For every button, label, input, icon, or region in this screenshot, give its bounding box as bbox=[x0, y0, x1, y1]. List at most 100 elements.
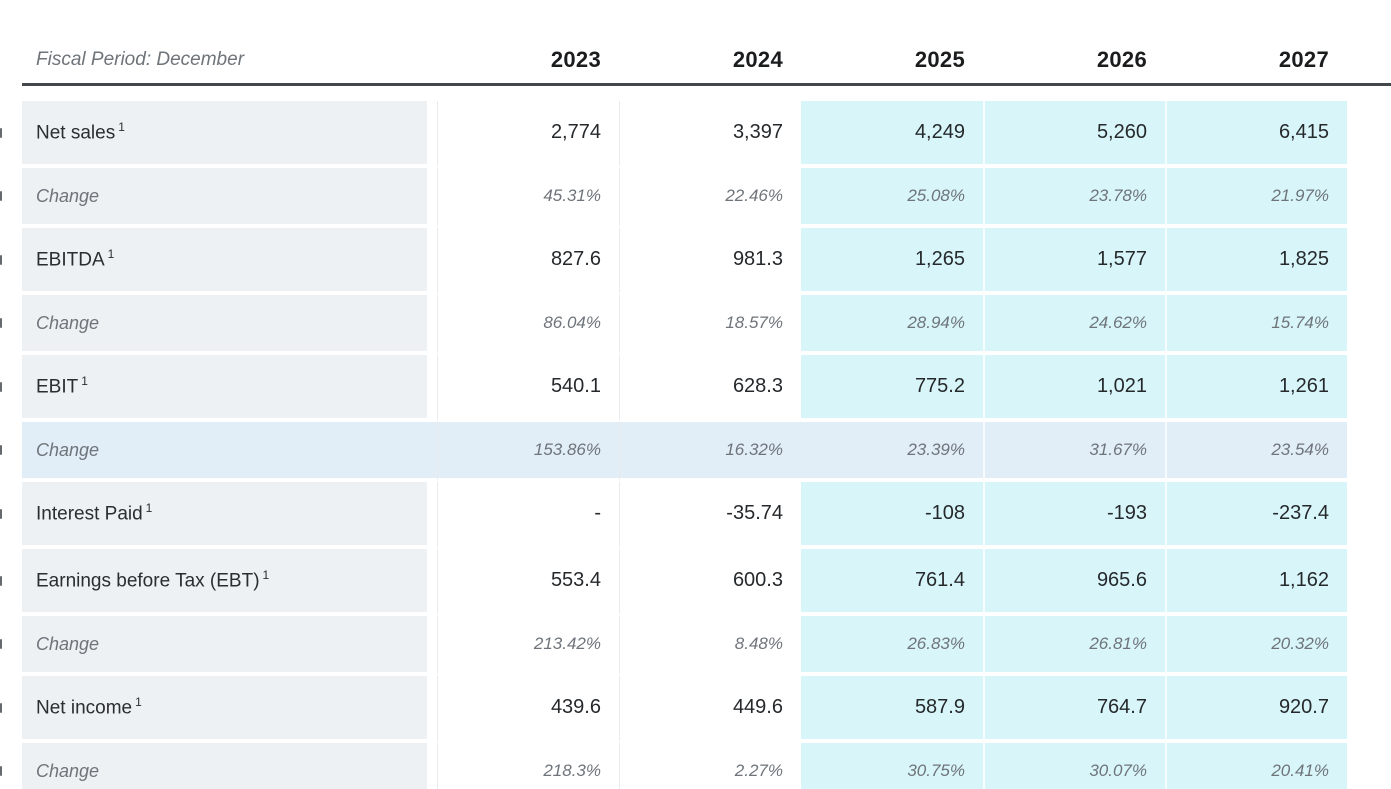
value-cell-2024: 16.32% bbox=[619, 422, 801, 482]
metric-row[interactable]: EBIT 1 540.1 628.3 775.2 1,021 1,261 bbox=[22, 355, 1347, 422]
value-cell-2026: 24.62% bbox=[983, 295, 1165, 355]
value-cell-2027: 20.41% bbox=[1165, 743, 1347, 789]
value-cell-2023: 45.31% bbox=[437, 168, 619, 228]
change-row[interactable]: Change 218.3% 2.27% 30.75% 30.07% 20.41% bbox=[22, 743, 1347, 789]
value-cell-2027: 15.74% bbox=[1165, 295, 1347, 355]
value-cell-2024: 8.48% bbox=[619, 616, 801, 676]
value-cell-2026: 965.6 bbox=[983, 549, 1165, 616]
value-cell-2023: 2,774 bbox=[437, 101, 619, 168]
value-cell-2025: 4,249 bbox=[801, 101, 983, 168]
change-row[interactable]: Change 86.04% 18.57% 28.94% 24.62% 15.74% bbox=[22, 295, 1347, 355]
value-cell-2026: 23.78% bbox=[983, 168, 1165, 228]
footnote-marker: 1 bbox=[135, 695, 142, 710]
year-header-2027: 2027 bbox=[1278, 46, 1329, 72]
table-body: Net sales 1 2,774 3,397 4,249 5,260 6,415 Chang… bbox=[22, 101, 1347, 789]
column-gap bbox=[427, 355, 437, 422]
metric-row[interactable]: EBITDA 1 827.6 981.3 1,265 1,577 1,825 bbox=[22, 228, 1347, 295]
value-cell-2025: 587.9 bbox=[801, 676, 983, 743]
year-header-2023: 2023 bbox=[550, 46, 601, 72]
value-cell-2027: 920.7 bbox=[1165, 676, 1347, 743]
value-cell-2025: 28.94% bbox=[801, 295, 983, 355]
row-label: Change bbox=[22, 743, 427, 789]
value-cell-2023: 439.6 bbox=[437, 676, 619, 743]
value-cell-2023: 827.6 bbox=[437, 228, 619, 295]
value-cell-2026: 30.07% bbox=[983, 743, 1165, 789]
metric-row[interactable]: Net income 1 439.6 449.6 587.9 764.7 920.7 bbox=[22, 676, 1347, 743]
footnote-marker: 1 bbox=[81, 374, 88, 389]
metric-row[interactable]: Net sales 1 2,774 3,397 4,249 5,260 6,415 bbox=[22, 101, 1347, 168]
change-row[interactable]: Change 45.31% 22.46% 25.08% 23.78% 21.97% bbox=[22, 168, 1347, 228]
value-cell-2026: 1,577 bbox=[983, 228, 1165, 295]
year-header-2024: 2024 bbox=[732, 46, 783, 72]
footnote-marker: 1 bbox=[118, 120, 125, 135]
value-cell-2027: 20.32% bbox=[1165, 616, 1347, 676]
clipped-edge-mark bbox=[0, 254, 2, 265]
value-cell-2025: 30.75% bbox=[801, 743, 983, 789]
clipped-edge-mark bbox=[0, 318, 2, 328]
metric-row[interactable]: Interest Paid 1- -35.74 -108 -193 -237.4 bbox=[22, 482, 1347, 549]
column-gap bbox=[427, 743, 437, 789]
financials-table: Fiscal Period: December 2023 2024 2025 2… bbox=[22, 0, 1347, 789]
value-cell-2024: 449.6 bbox=[619, 676, 801, 743]
clipped-edge-mark bbox=[0, 639, 2, 649]
header-row: Fiscal Period: December 2023 2024 2025 2… bbox=[22, 0, 1347, 101]
value-cell-2025: -108 bbox=[801, 482, 983, 549]
value-cell-2024: 981.3 bbox=[619, 228, 801, 295]
clipped-edge-mark bbox=[0, 445, 2, 455]
change-row[interactable]: Change 153.86% 16.32% 23.39% 31.67% 23.54% bbox=[22, 422, 1347, 482]
row-label: Change bbox=[22, 422, 427, 482]
row-label: Change bbox=[22, 295, 427, 355]
footnote-marker: 1 bbox=[262, 568, 270, 583]
value-cell-2027: 23.54% bbox=[1165, 422, 1347, 482]
value-cell-2023: 213.42% bbox=[437, 616, 619, 676]
footnote-marker: 1 bbox=[107, 247, 115, 262]
fiscal-period-label: Fiscal Period: December bbox=[36, 48, 245, 70]
value-cell-2026: 5,260 bbox=[983, 101, 1165, 168]
value-cell-2023: 86.04% bbox=[437, 295, 619, 355]
column-gap bbox=[427, 422, 437, 482]
column-gap bbox=[427, 168, 437, 228]
value-cell-2027: 1,261 bbox=[1165, 355, 1347, 422]
value-cell-2024: 628.3 bbox=[619, 355, 801, 422]
clipped-edge-mark bbox=[0, 508, 2, 519]
value-cell-2024: -35.74 bbox=[619, 482, 801, 549]
value-cell-2023: 153.86% bbox=[437, 422, 619, 482]
value-cell-2023: 218.3% bbox=[437, 743, 619, 789]
value-cell-2026: 31.67% bbox=[983, 422, 1165, 482]
row-label: Earnings before Tax (EBT) 1 bbox=[22, 549, 427, 616]
row-label: EBITDA 1 bbox=[22, 228, 427, 295]
value-cell-2027: 21.97% bbox=[1165, 168, 1347, 228]
value-cell-2025: 761.4 bbox=[801, 549, 983, 616]
value-cell-2024: 3,397 bbox=[619, 101, 801, 168]
value-cell-2023: - bbox=[437, 482, 619, 549]
row-label: Change bbox=[22, 168, 427, 228]
value-cell-2023: 540.1 bbox=[437, 355, 619, 422]
year-header-2025: 2025 bbox=[914, 46, 965, 72]
column-gap bbox=[427, 101, 437, 168]
column-gap bbox=[427, 549, 437, 616]
value-cell-2027: 6,415 bbox=[1165, 101, 1347, 168]
column-gap bbox=[427, 616, 437, 676]
value-cell-2024: 2.27% bbox=[619, 743, 801, 789]
clipped-edge-mark bbox=[0, 381, 2, 392]
row-label: Net income 1 bbox=[22, 676, 427, 743]
row-label: Interest Paid 1 bbox=[22, 482, 427, 549]
clipped-edge-mark bbox=[0, 127, 2, 138]
row-label: EBIT 1 bbox=[22, 355, 427, 422]
header-underline bbox=[22, 83, 1391, 86]
value-cell-2025: 23.39% bbox=[801, 422, 983, 482]
value-cell-2027: 1,825 bbox=[1165, 228, 1347, 295]
year-header-2026: 2026 bbox=[1096, 46, 1147, 72]
value-cell-2027: 1,162 bbox=[1165, 549, 1347, 616]
clipped-edge-mark bbox=[0, 191, 2, 201]
value-cell-2024: 22.46% bbox=[619, 168, 801, 228]
metric-row[interactable]: Earnings before Tax (EBT) 1 553.4 600.3 761.… bbox=[22, 549, 1347, 616]
value-cell-2024: 600.3 bbox=[619, 549, 801, 616]
change-row[interactable]: Change 213.42% 8.48% 26.83% 26.81% 20.32% bbox=[22, 616, 1347, 676]
column-gap bbox=[427, 295, 437, 355]
value-cell-2025: 25.08% bbox=[801, 168, 983, 228]
value-cell-2026: -193 bbox=[983, 482, 1165, 549]
value-cell-2025: 1,265 bbox=[801, 228, 983, 295]
clipped-edge-mark bbox=[0, 575, 2, 586]
